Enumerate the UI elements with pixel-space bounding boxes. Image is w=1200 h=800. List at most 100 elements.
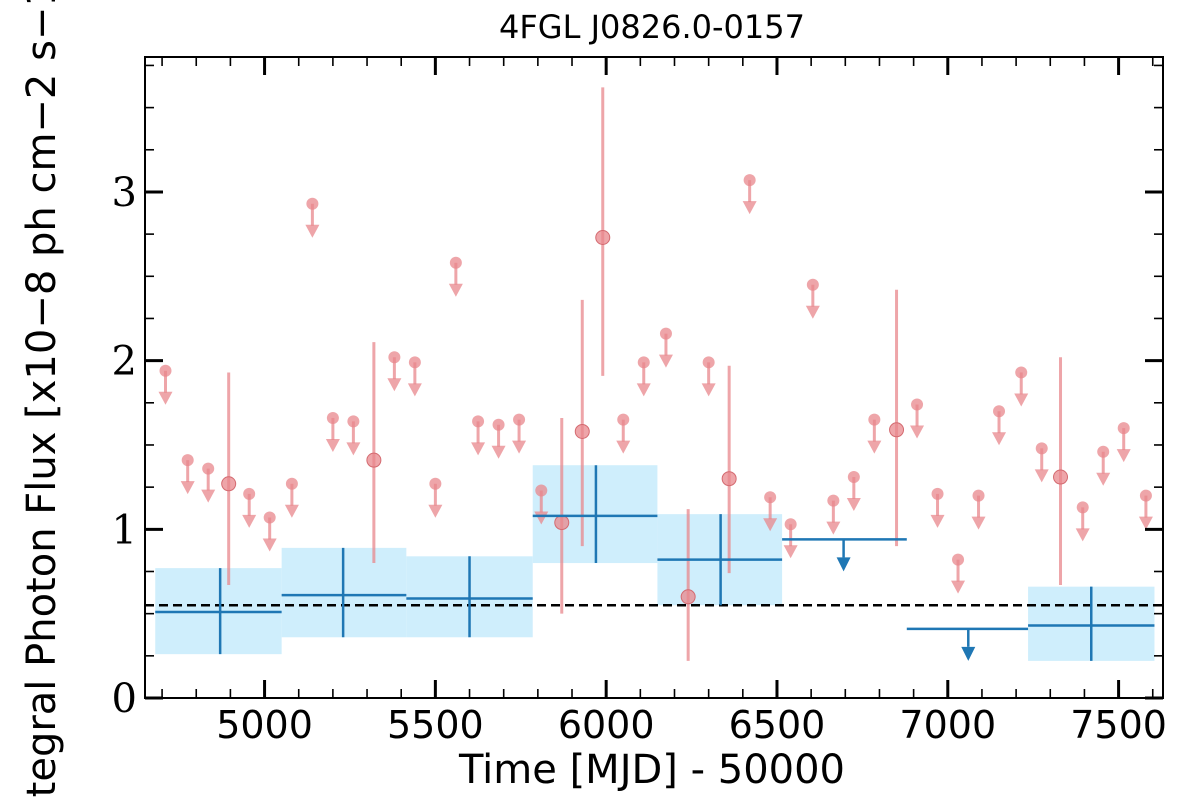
- upper-limit-marker: [408, 356, 421, 369]
- upper-limit-arrowhead: [242, 514, 257, 528]
- short-bin-detection-5: [680, 509, 696, 661]
- short-bin-upper-limit-19: [658, 327, 673, 368]
- short-bin-point: [595, 229, 611, 245]
- long-bin-ul-arrowhead: [836, 557, 851, 572]
- chart-title: 4FGL J0826.0-0157: [499, 8, 805, 46]
- short-bin-point: [554, 515, 570, 531]
- upper-limit-marker: [306, 197, 319, 210]
- upper-limit-arrowhead: [1138, 516, 1153, 530]
- upper-limit-arrowhead: [407, 383, 422, 397]
- upper-limit-marker: [1097, 445, 1110, 458]
- long-bin-ul-arrowhead: [961, 646, 976, 661]
- upper-limit-marker: [263, 511, 276, 524]
- short-bin-upper-limit-31: [971, 489, 986, 530]
- upper-limit-arrowhead: [910, 425, 925, 439]
- short-bin-upper-limit-35: [1075, 501, 1090, 542]
- upper-limit-marker: [202, 462, 215, 475]
- upper-limit-arrowhead: [512, 440, 527, 454]
- short-bin-upper-limit-0: [158, 364, 173, 405]
- long-bin-bands: [155, 465, 1155, 661]
- plot-frame: [144, 56, 1164, 699]
- short-bin-point: [680, 589, 696, 605]
- long-bin-detection-4: [657, 514, 783, 606]
- upper-limit-arrowhead: [805, 305, 820, 319]
- upper-limit-marker: [449, 256, 462, 269]
- short-bin-point: [889, 422, 905, 438]
- short-bin-upper-limit-11: [428, 477, 443, 518]
- upper-limit-arrowhead: [763, 518, 778, 532]
- upper-limit-marker: [429, 477, 442, 490]
- upper-limit-arrowhead: [826, 521, 841, 535]
- short-bin-point: [1053, 469, 1069, 485]
- upper-limit-marker: [637, 356, 650, 369]
- upper-limit-marker: [806, 278, 819, 291]
- short-bin-upper-limit-29: [930, 487, 945, 528]
- upper-limit-arrowhead: [701, 383, 716, 397]
- upper-limit-marker: [743, 174, 756, 187]
- short-bin-point: [366, 452, 382, 468]
- upper-limit-arrowhead: [1096, 472, 1111, 486]
- upper-limit-arrowhead: [1014, 393, 1029, 407]
- upper-limit-marker: [617, 413, 630, 426]
- upper-limit-arrowhead: [284, 504, 299, 518]
- upper-limit-arrowhead: [158, 391, 173, 405]
- short-bin-detection-7: [889, 289, 905, 547]
- upper-limit-marker: [1015, 366, 1028, 379]
- short-bin-upper-limit-26: [846, 471, 861, 512]
- short-bin-upper-limit-4: [262, 511, 277, 552]
- upper-limit-arrowhead: [783, 545, 798, 559]
- short-bin-upper-limit-3: [242, 487, 257, 528]
- short-bin-upper-limit-32: [992, 405, 1007, 446]
- short-bin-upper-limit-15: [512, 413, 527, 454]
- x-tick-label: 5000: [216, 703, 313, 747]
- long-bin-detection-1: [281, 547, 407, 638]
- upper-limit-arrowhead: [262, 538, 277, 552]
- x-tick-label: 5500: [387, 703, 484, 747]
- y-tick-label: 0: [112, 676, 137, 722]
- short-bin-upper-limit-27: [867, 413, 882, 454]
- x-tick-label: 6500: [729, 703, 826, 747]
- short-bin-upper-limit-28: [910, 398, 925, 439]
- short-bin-upper-limit-20: [701, 356, 716, 397]
- upper-limit-arrowhead: [201, 489, 216, 503]
- short-bin-upper-limit-12: [448, 256, 463, 297]
- upper-limit-arrowhead: [742, 201, 757, 215]
- upper-limit-arrowhead: [1075, 528, 1090, 542]
- upper-limit-marker: [952, 553, 965, 566]
- upper-limit-arrowhead: [616, 440, 631, 454]
- short-bin-series: [158, 87, 1153, 661]
- short-bin-upper-limit-33: [1014, 366, 1029, 407]
- short-bin-upper-limit-34: [1034, 442, 1049, 483]
- long-bin-series: [155, 465, 1155, 661]
- long-bin-upper-limit-1: [906, 627, 1029, 661]
- short-bin-upper-limit-30: [951, 553, 966, 594]
- upper-limit-marker: [285, 477, 298, 490]
- x-tick-labels: 5000 5500 6000 6500 7000 7500: [216, 703, 1167, 747]
- short-bin-upper-limit-37: [1116, 422, 1131, 463]
- upper-limit-marker: [784, 518, 797, 531]
- short-bin-upper-limit-13: [471, 415, 486, 456]
- long-bin-upper-limit-0: [782, 538, 907, 572]
- long-bin-detection-2: [406, 556, 533, 638]
- short-bin-upper-limit-21: [742, 174, 757, 215]
- axis-ticks: [145, 57, 1163, 700]
- y-tick-label: 2: [112, 339, 137, 385]
- y-tick-label: 1: [112, 507, 137, 553]
- short-bin-upper-limit-14: [491, 418, 506, 459]
- upper-limit-arrowhead: [992, 432, 1007, 446]
- upper-limit-marker: [931, 487, 944, 500]
- upper-limit-marker: [659, 327, 672, 340]
- short-bin-upper-limit-36: [1096, 445, 1111, 486]
- upper-limit-arrowhead: [346, 442, 361, 456]
- x-tick-label: 7000: [899, 703, 996, 747]
- short-bin-upper-limit-24: [805, 278, 820, 319]
- short-bin-detection-3: [574, 299, 590, 547]
- upper-limit-marker: [702, 356, 715, 369]
- upper-limit-marker: [181, 454, 194, 467]
- short-bin-detection-8: [1053, 357, 1069, 585]
- short-bin-upper-limit-22: [763, 491, 778, 532]
- upper-limit-arrowhead: [387, 378, 402, 392]
- upper-limit-arrowhead: [658, 354, 673, 368]
- upper-limit-marker: [472, 415, 485, 428]
- short-bin-upper-limit-5: [284, 477, 299, 518]
